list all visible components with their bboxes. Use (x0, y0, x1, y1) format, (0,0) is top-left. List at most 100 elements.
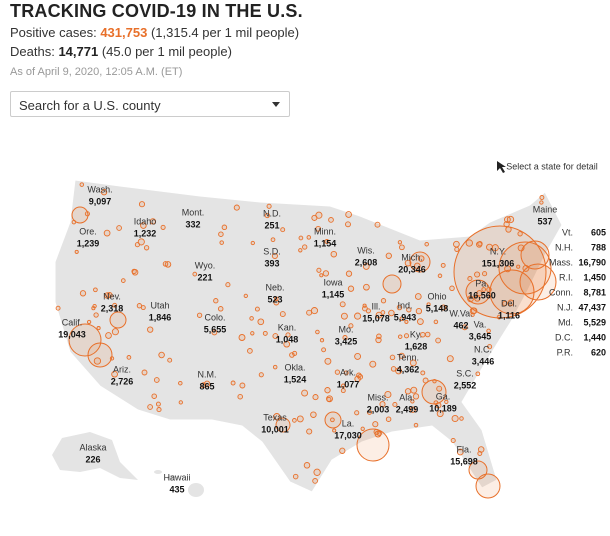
state-label[interactable]: Va. 3,645 (469, 319, 492, 341)
state-label[interactable]: Mo. 3,425 (335, 324, 358, 346)
state-label[interactable]: Ga. 10,189 (429, 391, 457, 413)
side-row[interactable]: Vt. 605 (562, 227, 606, 237)
county-bubble (362, 305, 368, 312)
state-label[interactable]: Ind. 5,943 (394, 300, 417, 322)
county-bubble (109, 311, 127, 329)
state-label[interactable]: Wis. 2,608 (355, 245, 378, 267)
state-label[interactable]: Neb. 523 (265, 282, 284, 304)
state-label[interactable]: Ohio 5,148 (426, 291, 449, 313)
alaska[interactable] (52, 432, 138, 480)
county-bubble (55, 305, 61, 311)
county-bubble (467, 276, 473, 282)
county-bubble (433, 319, 439, 325)
state-label[interactable]: S.C. 2,552 (454, 368, 477, 390)
county-bubble (167, 357, 173, 363)
state-label[interactable]: N.Y. 151,306 (482, 246, 515, 268)
state-label[interactable]: S.D. 393 (263, 246, 281, 268)
state-name: Ga. (436, 391, 451, 401)
county-bubble (239, 382, 246, 389)
state-label[interactable]: Ark. 1,077 (337, 367, 360, 389)
state-label[interactable]: Wyo. 221 (195, 260, 215, 282)
state-cases: 10,001 (261, 424, 289, 434)
state-label[interactable]: Tenn. 4,362 (397, 352, 420, 374)
state-label[interactable]: Ore. 1,239 (77, 226, 100, 248)
county-bubble (345, 270, 353, 277)
state-label[interactable]: Pa. 16,560 (468, 278, 496, 300)
county-bubble (486, 328, 491, 334)
side-row[interactable]: R.I. 1,450 (559, 272, 606, 282)
county-bubble (374, 221, 381, 228)
side-row[interactable]: P.R. 620 (557, 347, 606, 357)
state-name: Tenn. (397, 352, 419, 362)
county-bubble (369, 360, 377, 368)
side-row[interactable]: Mass. 16,790 (549, 257, 606, 267)
state-label[interactable]: Miss. 2,003 (367, 392, 390, 414)
state-label[interactable]: Calif. 19,043 (58, 317, 86, 339)
state-cases: 16,790 (578, 257, 606, 267)
county-bubble (453, 240, 460, 248)
state-label[interactable]: W.Va. 462 (449, 308, 472, 330)
state-label[interactable]: Alaska 226 (79, 442, 106, 464)
side-row[interactable]: N.J. 47,437 (557, 302, 606, 312)
state-name: Hawaii (163, 472, 190, 482)
state-label[interactable]: Kan. 1,048 (276, 322, 299, 344)
state-cases: 435 (169, 484, 184, 494)
county-bubble (342, 335, 348, 341)
state-label[interactable]: N.D. 251 (263, 208, 281, 230)
side-row[interactable]: Conn. 8,781 (549, 287, 606, 297)
county-bubble (437, 273, 443, 279)
state-label[interactable]: Ala. 2,499 (396, 392, 419, 414)
county-bubble (328, 217, 334, 223)
state-label[interactable]: Del. 1,116 (498, 298, 520, 320)
county-bubble (341, 383, 346, 388)
state-name: Ky. (410, 329, 422, 339)
county-search[interactable]: Search for a U.S. county (10, 91, 290, 117)
county-bubble (258, 372, 264, 378)
side-row[interactable]: D.C. 1,440 (555, 332, 606, 342)
state-cases: 1,116 (498, 310, 520, 320)
deaths-label: Deaths: (10, 44, 55, 59)
county-bubble (270, 237, 276, 243)
hawaii[interactable] (154, 470, 204, 497)
county-bubble (476, 241, 483, 248)
side-row[interactable]: N.H. 788 (555, 242, 606, 252)
state-label[interactable]: Nev. 2,318 (101, 291, 124, 313)
state-label[interactable]: Mont. 332 (182, 207, 205, 229)
state-label[interactable]: Ariz. 2,726 (111, 364, 134, 386)
state-label[interactable]: Maine 537 (533, 204, 558, 226)
state-label[interactable]: Utah 1,846 (149, 300, 172, 322)
state-label[interactable]: Wash. 9,097 (87, 184, 112, 206)
state-label[interactable]: Idaho 1,232 (134, 216, 157, 238)
deaths-rate: (45.0 per 1 mil people) (101, 44, 232, 59)
county-bubble (379, 401, 386, 408)
state-label[interactable]: La. 17,030 (334, 418, 362, 440)
state-label[interactable]: Minn. 1,154 (314, 226, 337, 248)
county-bubble (306, 428, 313, 435)
county-bubble (274, 296, 279, 302)
county-bubble (421, 379, 447, 405)
state-label[interactable]: Texas 10,001 (261, 412, 289, 434)
state-name: Wyo. (195, 260, 215, 270)
state-label[interactable]: Ky. 1,628 (405, 329, 428, 351)
state-label[interactable]: N.M. 865 (198, 369, 217, 391)
county-bubble (476, 290, 483, 297)
state-label[interactable]: Mich. 20,346 (398, 252, 426, 274)
state-label[interactable]: N.C. 3,446 (472, 344, 495, 366)
state-label[interactable]: Ill. 15,078 (362, 301, 390, 323)
county-bubble (324, 387, 331, 394)
state-name: Ariz. (113, 364, 131, 374)
state-name: Maine (533, 204, 558, 214)
state-label[interactable]: Okla. 1,524 (284, 362, 307, 384)
contiguous-us[interactable] (54, 179, 563, 493)
county-bubble (225, 282, 231, 288)
side-row[interactable]: Md. 5,529 (558, 317, 606, 327)
positive-value: 431,753 (100, 25, 148, 40)
county-bubble (280, 227, 286, 233)
state-name: R.I. (559, 272, 573, 282)
state-label[interactable]: Fla. 15,698 (450, 444, 478, 466)
state-name: N.C. (474, 344, 492, 354)
state-label[interactable]: Colo. 5,655 (204, 312, 227, 334)
state-label[interactable]: Hawaii 435 (163, 472, 190, 494)
county-bubble (322, 270, 330, 277)
state-label[interactable]: Iowa 1,145 (322, 277, 345, 299)
